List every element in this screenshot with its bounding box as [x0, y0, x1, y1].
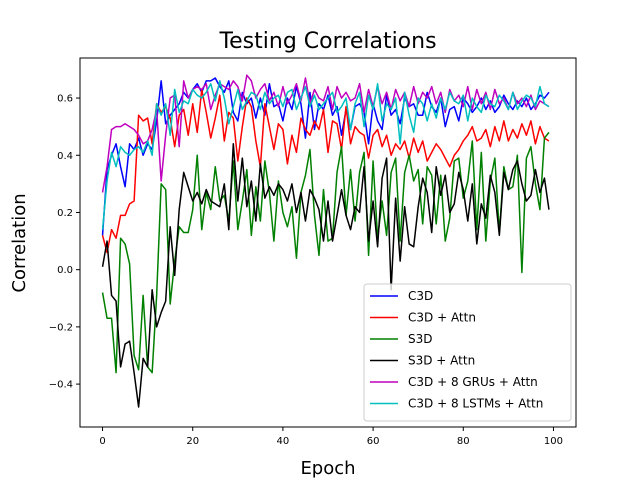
x-tick-label: 100 — [544, 436, 563, 447]
x-axis-label: Epoch — [300, 458, 355, 479]
legend: C3D C3D + Attn S3D S3D + Attn C3D + 8 GRUs +… — [363, 283, 572, 422]
y-axis-label: Correlation — [9, 193, 30, 292]
x-tick-label: 60 — [367, 436, 380, 447]
series-line-1 — [101, 88, 550, 254]
series-line-5 — [101, 80, 550, 230]
y-tick-label: 0.0 — [57, 265, 73, 276]
y-tick-label: 0.6 — [57, 94, 73, 105]
chart-title: Testing Correlations — [218, 29, 436, 54]
legend-entry: S3D — [408, 332, 433, 346]
legend-entry: S3D + Attn — [408, 354, 475, 368]
x-tick-label: 0 — [99, 436, 105, 447]
series-line-4 — [101, 74, 550, 193]
y-tick-label: 0.2 — [57, 208, 73, 219]
x-tick-label: 80 — [457, 436, 470, 447]
legend-entry: C3D + Attn — [408, 311, 476, 325]
x-tick-label: 40 — [277, 436, 290, 447]
y-tick-label: 0.4 — [57, 151, 73, 162]
series-line-0 — [101, 77, 550, 236]
y-axis: −0.4 −0.2 0.0 0.2 0.4 0.6 — [49, 94, 80, 391]
y-tick-label: −0.2 — [49, 322, 73, 333]
plot-lines — [101, 74, 550, 408]
x-axis: 0 20 40 60 80 100 — [99, 427, 563, 447]
legend-entry: C3D — [408, 289, 433, 303]
legend-entry: C3D + 8 LSTMs + Attn — [408, 397, 543, 411]
series-line-3 — [101, 143, 550, 408]
plot-frame — [79, 57, 577, 428]
legend-box — [363, 283, 572, 422]
x-tick-label: 20 — [186, 436, 199, 447]
legend-entry: C3D + 8 GRUs + Attn — [408, 375, 538, 389]
y-tick-label: −0.4 — [49, 380, 73, 391]
